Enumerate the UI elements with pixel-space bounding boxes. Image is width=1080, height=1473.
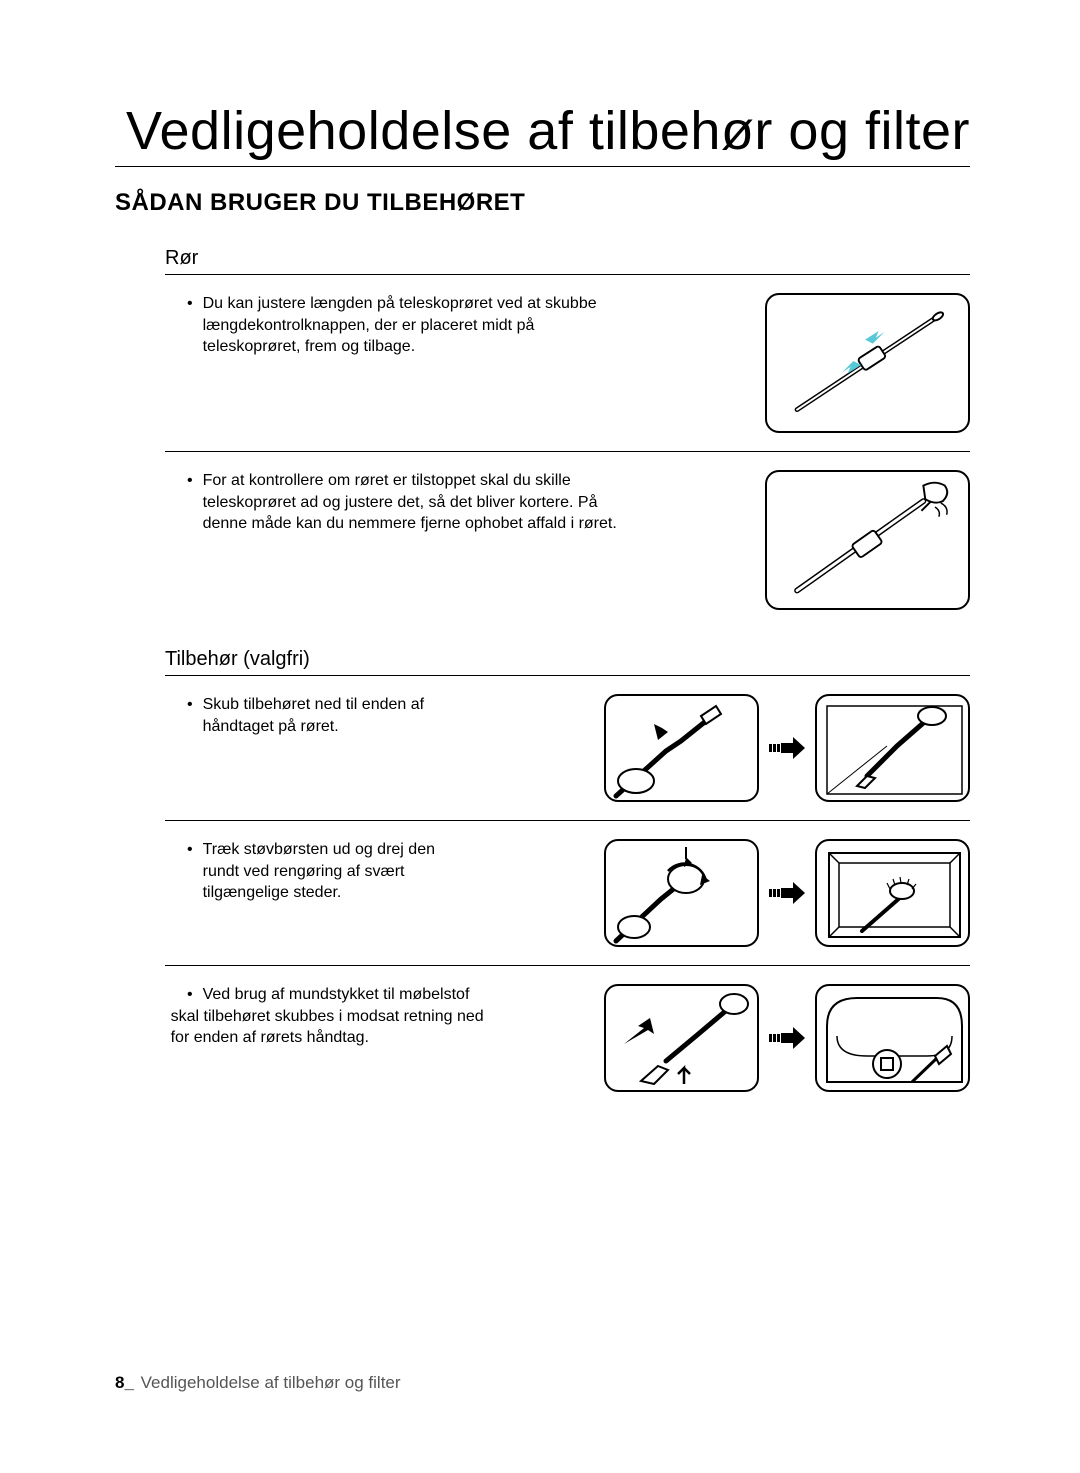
subsection-heading-ror: Rør — [165, 247, 970, 275]
bullet-text: For at kontrollere om røret er tilstoppe… — [203, 470, 623, 535]
instruction-block: • Træk støvbørsten ud og drej den rundt … — [165, 839, 970, 965]
arrow-right-icon — [769, 737, 805, 759]
bullet-item: • Skub tilbehøret ned til enden af håndt… — [165, 694, 473, 737]
section-heading: SÅDAN BRUGER DU TILBEHØRET — [115, 189, 970, 217]
page-title: Vedligeholdelse af tilbehør og filter — [115, 100, 970, 167]
subsection-heading-tilbehor: Tilbehør (valgfri) — [165, 648, 970, 676]
instruction-block: • For at kontrollere om røret er tilstop… — [165, 470, 970, 628]
illustration-upholstery-push — [604, 984, 759, 1092]
illustration-accessory-corner — [815, 694, 970, 802]
bullet-item: • Du kan justere længden på teleskoprøre… — [165, 293, 623, 358]
arrow-right-icon — [769, 1027, 805, 1049]
bullet-dot-icon: • — [187, 293, 193, 315]
bullet-text: Træk støvbørsten ud og drej den rundt ve… — [203, 839, 473, 904]
illustration-brush-rotate — [604, 839, 759, 947]
arrow-right-icon — [769, 882, 805, 904]
instruction-block: • Ved brug af mundstykket til møbelstof … — [165, 984, 970, 1110]
illustration-accessory-push — [604, 694, 759, 802]
instruction-block: • Skub tilbehøret ned til enden af håndt… — [165, 694, 970, 820]
page-number: 8_ — [115, 1373, 134, 1392]
bullet-dot-icon: • — [187, 694, 193, 716]
bullet-dot-icon: • — [187, 470, 193, 492]
bullet-item: • Træk støvbørsten ud og drej den rundt … — [165, 839, 473, 904]
illustration-telescope-adjust — [765, 293, 970, 433]
bullet-dot-icon: • — [187, 984, 193, 1006]
bullet-item: • Ved brug af mundstykket til møbelstof … — [165, 984, 503, 1049]
bullet-dot-icon: • — [187, 839, 193, 861]
page-footer: 8_ Vedligeholdelse af tilbehør og filter — [115, 1373, 401, 1393]
illustration-upholstery-sofa — [815, 984, 970, 1092]
bullet-text: Skub tilbehøret ned til enden af håndtag… — [203, 694, 473, 737]
footer-text: Vedligeholdelse af tilbehør og filter — [141, 1373, 401, 1392]
bullet-text: Ved brug af mundstykket til møbelstof sk… — [203, 984, 503, 1049]
illustration-brush-frame — [815, 839, 970, 947]
bullet-text: Du kan justere længden på teleskoprøret … — [203, 293, 623, 358]
illustration-telescope-disassemble — [765, 470, 970, 610]
instruction-block: • Du kan justere længden på teleskoprøre… — [165, 293, 970, 451]
bullet-item: • For at kontrollere om røret er tilstop… — [165, 470, 623, 535]
